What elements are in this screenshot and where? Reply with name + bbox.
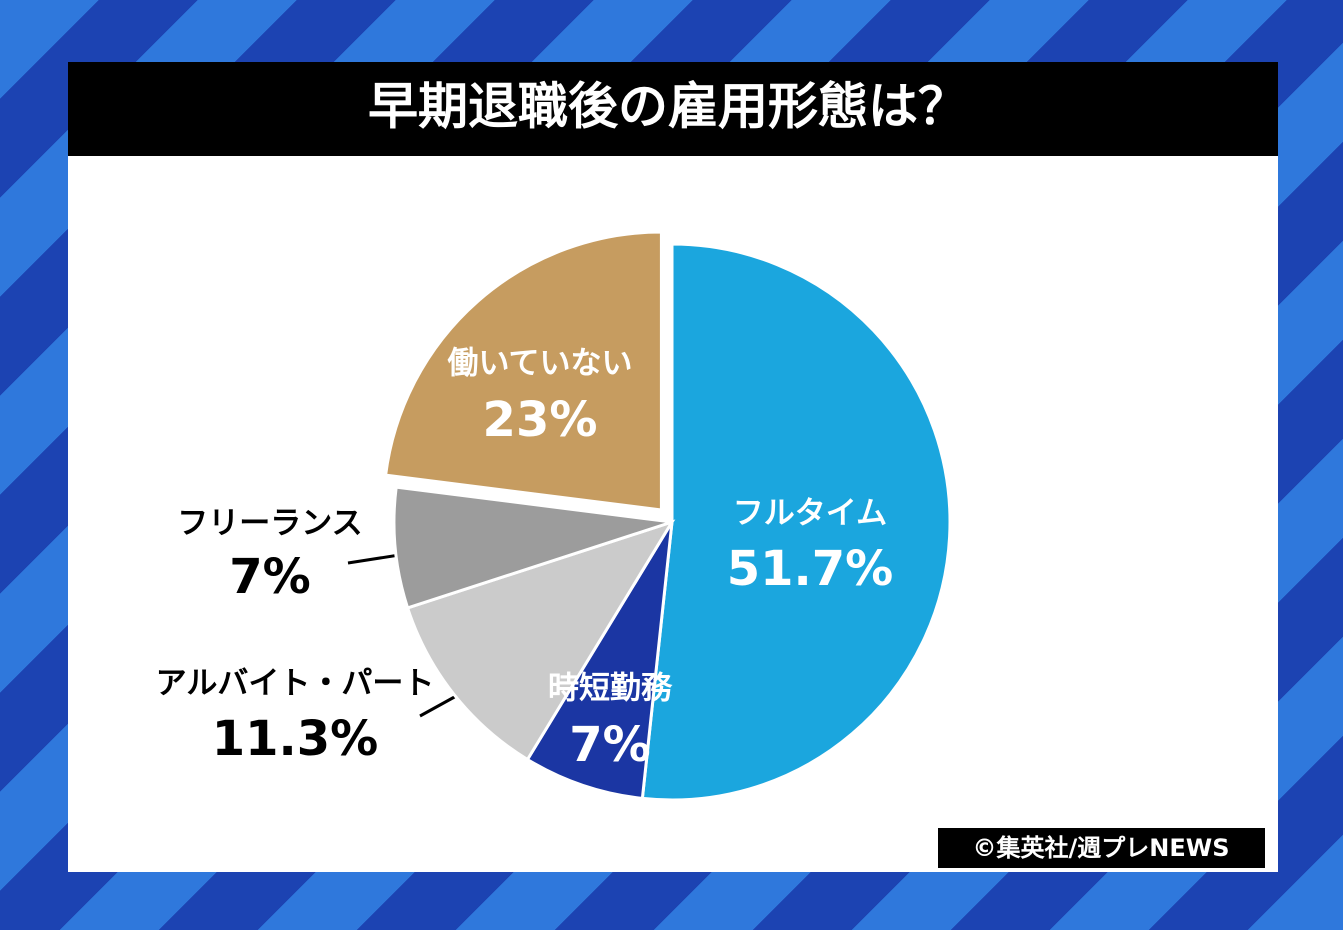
value-label: 23% bbox=[483, 392, 598, 448]
slice-name: 働いていない bbox=[447, 346, 632, 382]
value-label: 7% bbox=[569, 717, 651, 773]
slice-name: フルタイム bbox=[733, 496, 887, 532]
chart-title: 早期退職後の雇用形態は？ bbox=[368, 78, 968, 136]
slice-name: フリーランス bbox=[177, 506, 362, 542]
source-box bbox=[938, 828, 1265, 868]
pie-slice bbox=[383, 230, 663, 512]
slice-name: アルバイト・パート bbox=[156, 666, 435, 702]
source: ©集英社/週プレNEWS bbox=[972, 834, 1229, 862]
value-label: 51.7% bbox=[727, 541, 894, 597]
pie-slice bbox=[405, 519, 676, 762]
title-bar bbox=[68, 62, 1278, 156]
value-label: 11.3% bbox=[212, 711, 379, 767]
pie-slice bbox=[525, 521, 674, 801]
pie-slice bbox=[392, 485, 673, 610]
slice-name: 時短勤務 bbox=[548, 671, 673, 707]
pie-slice bbox=[640, 242, 952, 802]
value-label: 7% bbox=[229, 549, 311, 605]
